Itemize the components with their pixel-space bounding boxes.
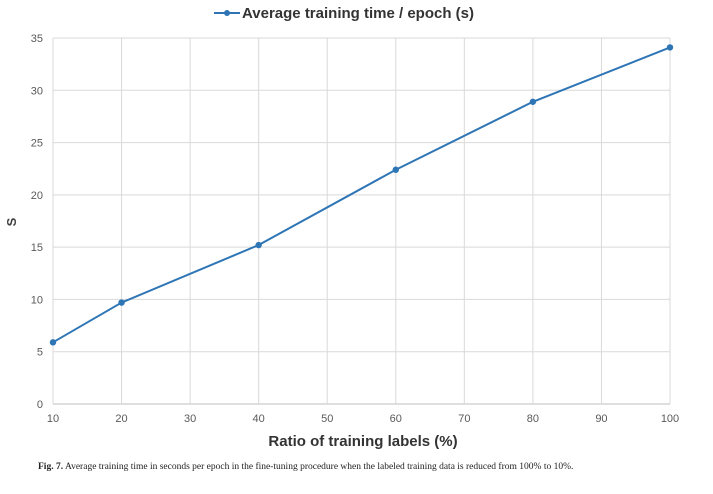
y-tick-label: 5 bbox=[37, 347, 43, 359]
y-tick-label: 10 bbox=[31, 294, 43, 306]
grid-layer bbox=[52, 37, 671, 405]
figure-caption-label: Fig. 7. bbox=[38, 462, 64, 472]
x-tick-label: 80 bbox=[527, 413, 539, 425]
series-layer bbox=[49, 44, 674, 346]
y-tick-label: 0 bbox=[37, 399, 43, 411]
axis-layer: 0 5 10 15 20 25 30 35 10 20 30 40 50 60 70 80 90 100 bbox=[31, 33, 679, 425]
data-point bbox=[255, 241, 262, 249]
x-axis-label: Ratio of training labels (%) bbox=[268, 433, 457, 450]
y-tick-label: 30 bbox=[31, 85, 43, 97]
series-line bbox=[52, 46, 671, 344]
legend-label: Average training time / epoch (s) bbox=[242, 5, 474, 22]
x-tick-label: 10 bbox=[47, 413, 59, 425]
x-tick-label: 70 bbox=[458, 413, 470, 425]
x-tick-label: 90 bbox=[595, 413, 607, 425]
y-tick-label: 15 bbox=[31, 242, 43, 254]
y-axis-label: S bbox=[4, 217, 19, 226]
legend: Average training time / epoch (s) bbox=[214, 5, 474, 22]
data-point bbox=[392, 166, 399, 173]
y-tick-label: 35 bbox=[31, 33, 43, 45]
y-tick-label: 25 bbox=[31, 138, 43, 150]
x-tick-label: 40 bbox=[253, 413, 265, 425]
data-point bbox=[666, 44, 674, 51]
legend-marker-swatch bbox=[224, 10, 230, 16]
figure-caption: Fig. 7. Average training time in seconds… bbox=[38, 462, 708, 472]
data-point bbox=[118, 299, 125, 306]
data-point bbox=[49, 339, 57, 346]
x-tick-label: 20 bbox=[115, 413, 127, 425]
data-point bbox=[529, 98, 537, 105]
x-tick-label: 60 bbox=[390, 413, 402, 425]
y-tick-label: 20 bbox=[31, 190, 43, 202]
x-tick-label: 100 bbox=[661, 413, 679, 425]
figure-caption-text: Average training time in seconds per epo… bbox=[64, 462, 574, 472]
x-tick-label: 50 bbox=[321, 413, 333, 425]
x-tick-label: 30 bbox=[184, 413, 196, 425]
